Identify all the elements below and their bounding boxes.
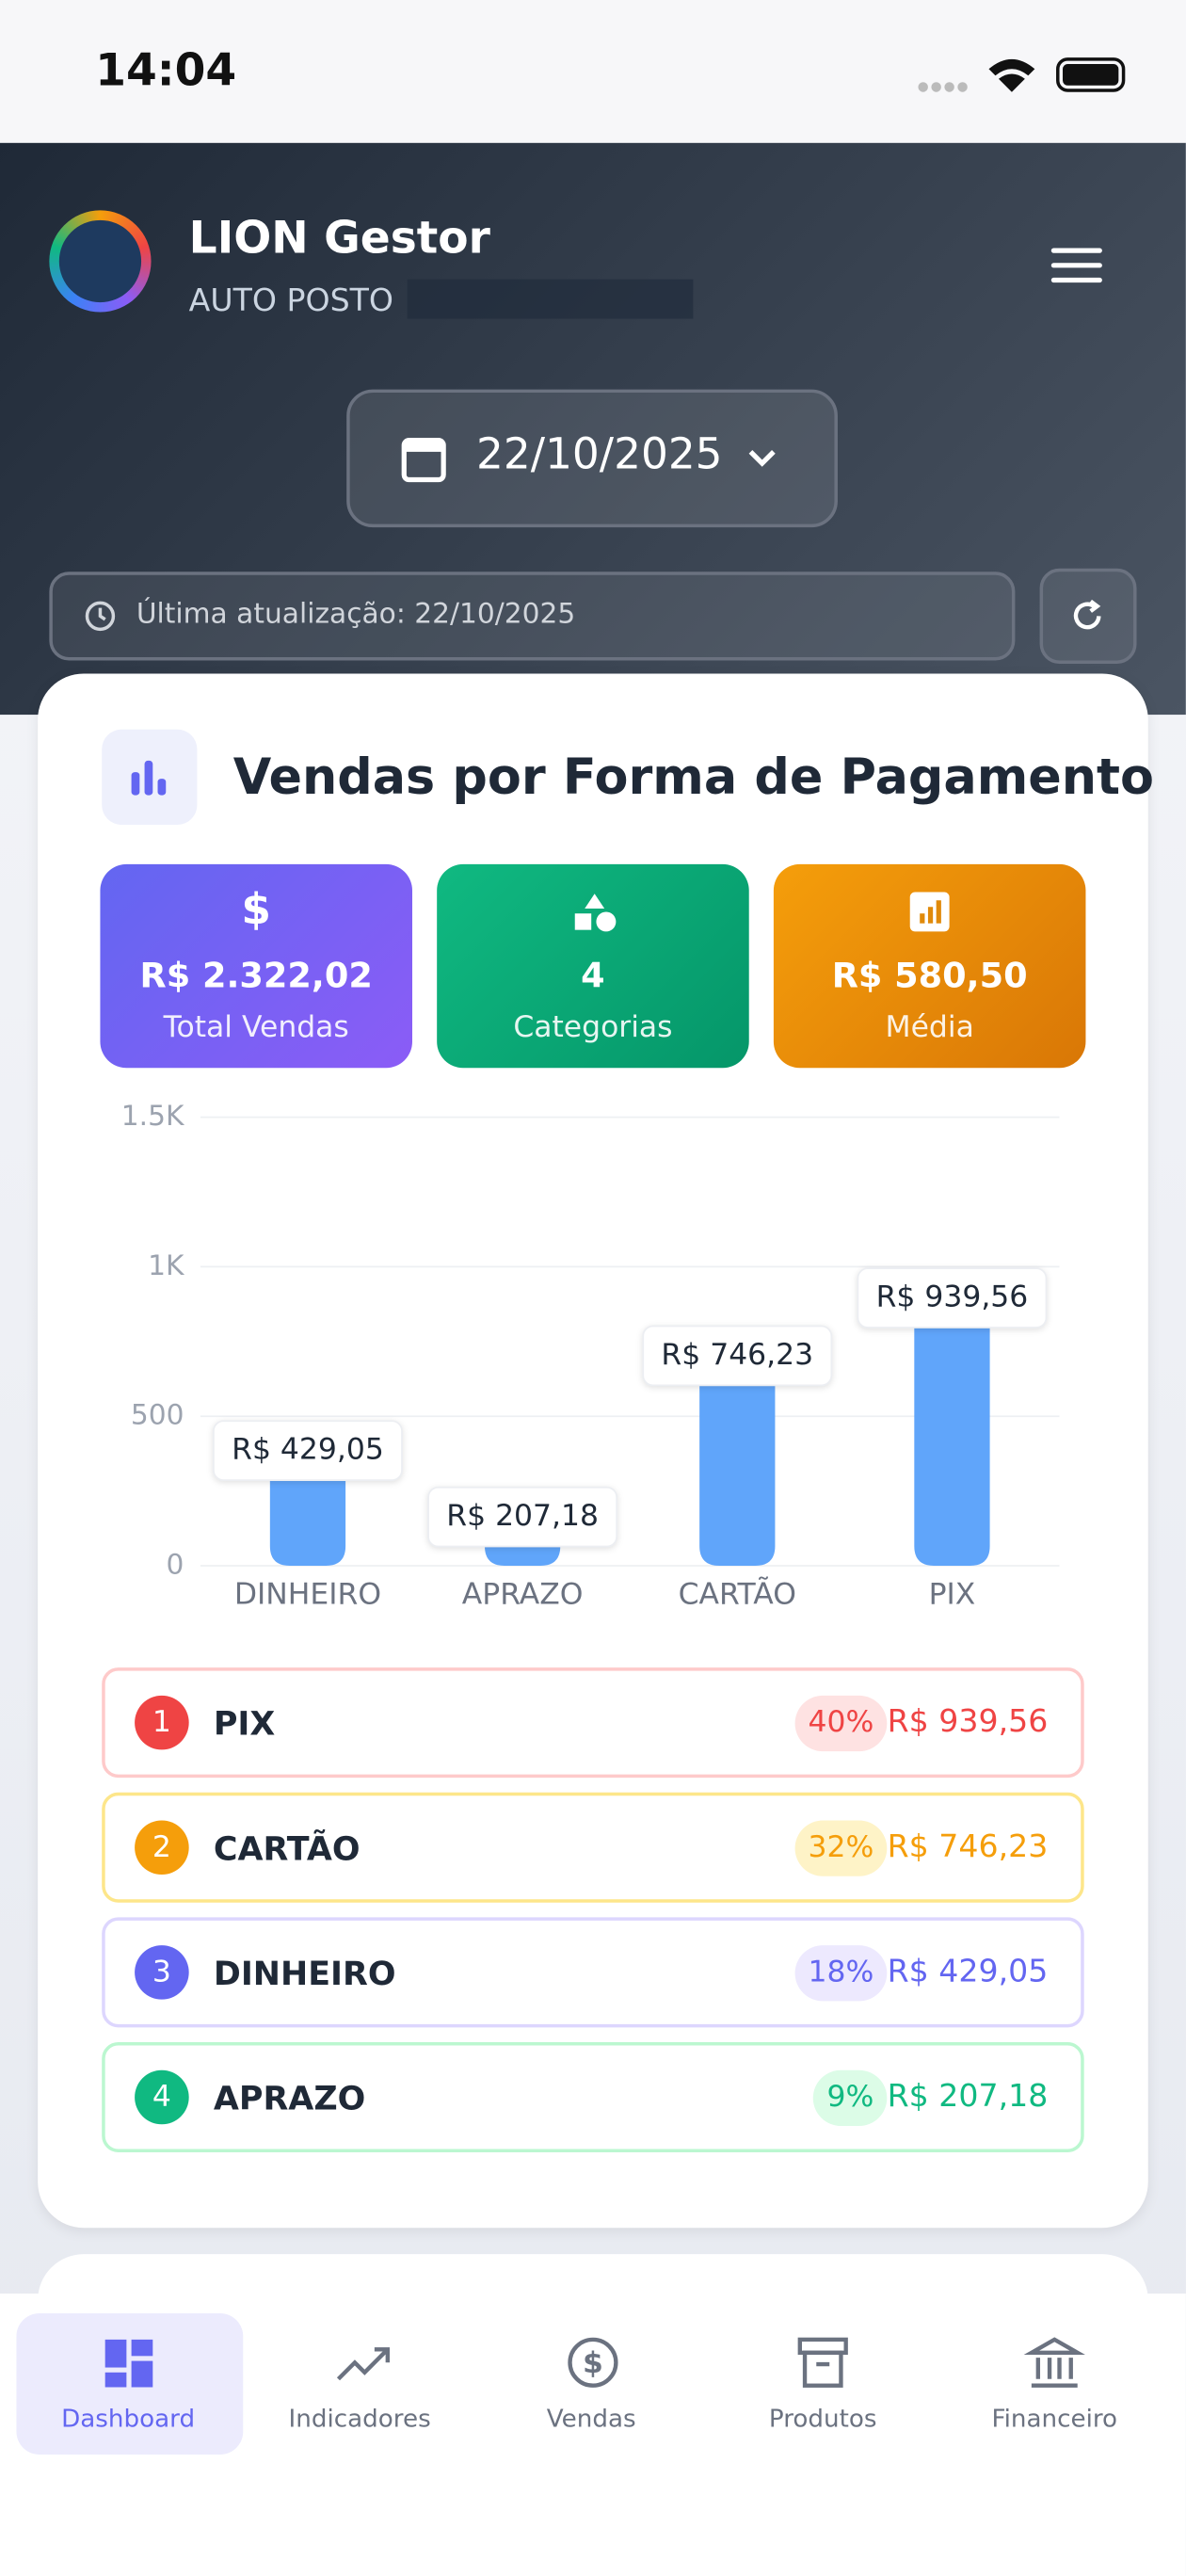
rank-number: 2: [135, 1820, 189, 1876]
stat-label: Média: [885, 1010, 974, 1045]
value-label-box: [213, 1420, 403, 1481]
rank-row[interactable]: 2 CARTÃO 32% R$ 746,23: [102, 1792, 1084, 1903]
value-label-box: [427, 1486, 618, 1548]
value-label: R$ 746,23: [661, 1338, 813, 1372]
stat-categories: 4 Categorias: [437, 863, 749, 1069]
bar: [914, 1284, 990, 1566]
app-name: LION Gestor: [188, 213, 490, 265]
rank-name: APRAZO: [213, 2078, 366, 2118]
refresh-icon: [1073, 599, 1101, 630]
y-tick-label: 1.5K: [121, 1099, 185, 1132]
clock-icon: [85, 601, 116, 632]
nav-icons: $: [104, 2337, 1085, 2388]
stat-label: Categorias: [513, 1010, 673, 1045]
y-tick-label: 0: [167, 1547, 184, 1580]
stat-value: 4: [581, 956, 605, 996]
stat-total: $ R$ 2.322,02 Total Vendas: [100, 863, 412, 1069]
stat-value: R$ 580,50: [831, 956, 1028, 996]
x-tick-label: APRAZO: [462, 1577, 584, 1611]
value-label: R$ 939,56: [876, 1280, 1029, 1314]
rank-amount: R$ 746,23: [887, 1828, 1049, 1865]
bar: [699, 1342, 776, 1566]
nav-item[interactable]: Dashboard: [61, 2403, 196, 2434]
last-update: Última atualização: 22/10/2025: [136, 598, 576, 632]
y-tick-label: 1K: [148, 1248, 185, 1281]
rank-row[interactable]: 3 DINHEIRO 18% R$ 429,05: [102, 1917, 1084, 2028]
nav-selected: [16, 2312, 244, 2455]
header: [0, 142, 1186, 716]
x-tick-label: PIX: [929, 1577, 976, 1611]
rank-number: 1: [135, 1695, 189, 1750]
svg-text:$: $: [583, 2346, 603, 2380]
status-time: 14:04: [95, 45, 237, 97]
logo-inner: [58, 219, 142, 303]
rank-amount: R$ 207,18: [887, 2078, 1049, 2115]
rank-name: PIX: [213, 1703, 276, 1744]
stat-value: R$ 2.322,02: [139, 956, 373, 996]
stat-average: R$ 580,50 Média: [773, 863, 1086, 1069]
svg-text:$: $: [241, 887, 271, 933]
app-subtitle: AUTO POSTO: [188, 282, 394, 319]
rank-row[interactable]: 4 APRAZO 9% R$ 207,18: [102, 2042, 1084, 2152]
redacted: [407, 279, 694, 319]
x-tick-label: CARTÃO: [679, 1575, 796, 1611]
date-value[interactable]: 22/10/2025: [476, 430, 723, 480]
stat-label: Total Vendas: [163, 1010, 349, 1045]
rank-percent: 32%: [794, 1820, 888, 1876]
value-label-box: [857, 1267, 1048, 1328]
value-label: R$ 429,05: [232, 1433, 384, 1467]
date-icons: [401, 438, 776, 483]
value-label-box: [642, 1325, 833, 1387]
status-bar: [0, 0, 1186, 143]
value-label: R$ 207,18: [446, 1499, 599, 1533]
rank-amount: R$ 429,05: [887, 1953, 1049, 1990]
rank-percent: 40%: [794, 1695, 888, 1752]
rank-name: CARTÃO: [213, 1828, 361, 1869]
rank-amount: R$ 939,56: [887, 1703, 1049, 1740]
nav-item[interactable]: Vendas: [546, 2403, 636, 2434]
rank-percent: 18%: [794, 1945, 888, 2002]
card-icon-bars: [131, 760, 167, 796]
bar-chart: 0 500 1K 1.5K DINHEIRO R$ 429,05 APRAZO R$ 207,…: [121, 1099, 1060, 1611]
rank-number: 4: [135, 2069, 189, 2125]
nav-item[interactable]: Indicadores: [288, 2403, 431, 2434]
last-update-box: [49, 572, 1016, 661]
x-tick-label: DINHEIRO: [234, 1577, 381, 1611]
rank-row[interactable]: 1 PIX 40% R$ 939,56: [102, 1667, 1084, 1779]
rank-name: DINHEIRO: [213, 1953, 396, 1993]
rank-percent: 9%: [813, 2069, 888, 2127]
card-title: Vendas por Forma de Pagamento: [232, 749, 1155, 807]
status-icons: [918, 57, 1126, 92]
y-tick-label: 500: [131, 1398, 184, 1431]
nav-item[interactable]: Produtos: [768, 2403, 877, 2434]
rank-number: 3: [135, 1945, 189, 2000]
refresh-button[interactable]: [1039, 568, 1137, 664]
nav-item[interactable]: Financeiro: [991, 2403, 1118, 2434]
